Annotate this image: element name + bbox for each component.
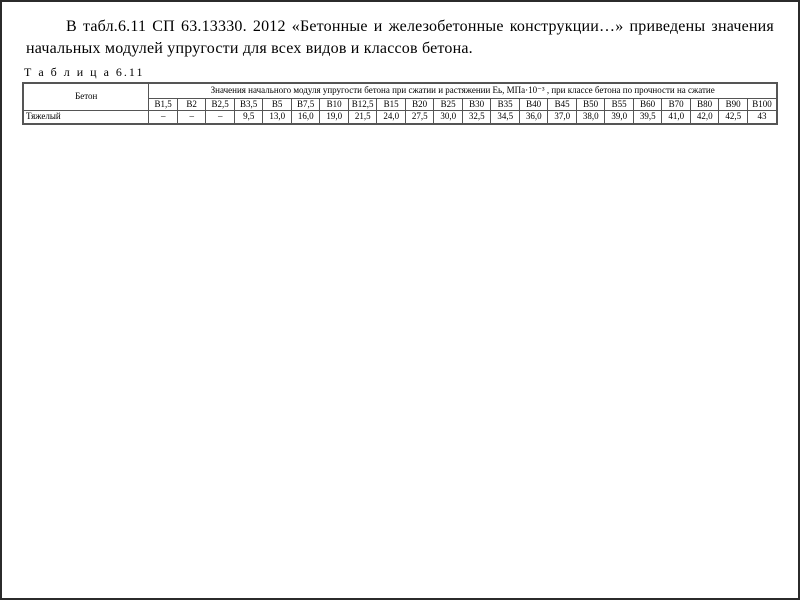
table-caption: Т а б л и ц а 6.11 xyxy=(24,65,778,80)
table-wrapper: БетонЗначения начального модуля упругост… xyxy=(22,82,778,124)
data-cell: 36,0 xyxy=(519,111,548,123)
col-header-class: B90 xyxy=(719,98,748,110)
data-cell: 37,0 xyxy=(548,111,577,123)
col-header-class: B15 xyxy=(377,98,406,110)
col-header-class: B40 xyxy=(519,98,548,110)
col-header-title: Значения начального модуля упругости бет… xyxy=(149,84,777,98)
col-header-class: B3,5 xyxy=(234,98,263,110)
data-cell: 21,5 xyxy=(348,111,377,123)
col-header-class: B7,5 xyxy=(291,98,320,110)
col-header-class: B50 xyxy=(576,98,605,110)
col-header-beton: Бетон xyxy=(24,84,149,111)
data-cell: 32,5 xyxy=(462,111,491,123)
col-header-class: B80 xyxy=(690,98,719,110)
data-cell: 39,5 xyxy=(633,111,662,123)
data-cell: – xyxy=(177,111,206,123)
page-frame: В табл.6.11 СП 63.13330. 2012 «Бетонные … xyxy=(0,0,800,600)
col-header-class: B2 xyxy=(177,98,206,110)
col-header-class: B20 xyxy=(405,98,434,110)
col-header-class: B100 xyxy=(747,98,776,110)
col-header-class: B70 xyxy=(662,98,691,110)
data-cell: 41,0 xyxy=(662,111,691,123)
col-header-class: B60 xyxy=(633,98,662,110)
col-header-class: B12,5 xyxy=(348,98,377,110)
data-cell: 24,0 xyxy=(377,111,406,123)
col-header-class: B10 xyxy=(320,98,349,110)
data-cell: 42,0 xyxy=(690,111,719,123)
col-header-class: B35 xyxy=(491,98,520,110)
data-cell: 42,5 xyxy=(719,111,748,123)
data-cell: 13,0 xyxy=(263,111,292,123)
col-header-class: B2,5 xyxy=(206,98,235,110)
data-cell: 38,0 xyxy=(576,111,605,123)
data-cell: 27,5 xyxy=(405,111,434,123)
col-header-class: B30 xyxy=(462,98,491,110)
col-header-class: B1,5 xyxy=(149,98,178,110)
modulus-table: БетонЗначения начального модуля упругост… xyxy=(23,83,777,123)
col-header-class: B45 xyxy=(548,98,577,110)
col-header-class: B25 xyxy=(434,98,463,110)
row-label: Тяжелый xyxy=(24,111,149,123)
data-cell: – xyxy=(206,111,235,123)
data-cell: – xyxy=(149,111,178,123)
col-header-class: B5 xyxy=(263,98,292,110)
data-cell: 30,0 xyxy=(434,111,463,123)
data-cell: 16,0 xyxy=(291,111,320,123)
data-cell: 34,5 xyxy=(491,111,520,123)
data-cell: 39,0 xyxy=(605,111,634,123)
data-cell: 19,0 xyxy=(320,111,349,123)
intro-paragraph: В табл.6.11 СП 63.13330. 2012 «Бетонные … xyxy=(26,16,774,59)
col-header-class: B55 xyxy=(605,98,634,110)
data-cell: 9,5 xyxy=(234,111,263,123)
data-cell: 43 xyxy=(747,111,776,123)
